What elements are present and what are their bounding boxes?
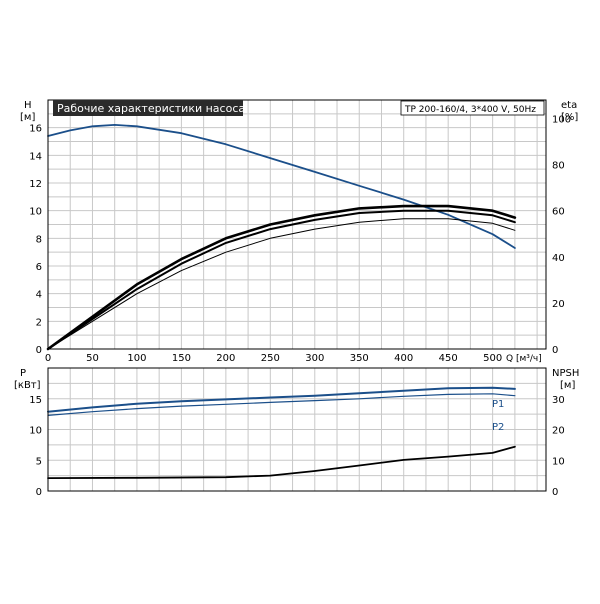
eta-tick-label: 0	[552, 345, 558, 356]
npsh-tick-label: 10	[552, 456, 565, 467]
h-tick-label: 12	[29, 179, 42, 190]
x-tick-label: 250	[261, 353, 280, 364]
p2-curve	[47, 393, 516, 416]
h-tick-label: 0	[36, 345, 42, 356]
left-axis-unit-h: [м]	[20, 112, 35, 123]
p-tick-label: 15	[29, 395, 42, 406]
x-axis-label-q: Q [м³/ч]	[506, 354, 542, 364]
right-axis-label-eta: eta	[561, 100, 577, 111]
right-axis-label-npsh: NPSH	[552, 368, 579, 379]
chart-title: Рабочие характеристики насоса	[57, 102, 245, 115]
p-tick-label: 5	[36, 456, 42, 467]
npsh-curve	[47, 445, 516, 480]
h-tick-label: 14	[29, 151, 42, 162]
h-tick-label: 16	[29, 124, 42, 135]
p1-curve	[47, 386, 516, 413]
series-label-p1: P1	[492, 399, 504, 410]
left-axis-label-p: P	[20, 368, 26, 379]
npsh-tick-label: 30	[552, 395, 565, 406]
head-curve	[47, 124, 516, 249]
npsh-tick-label: 0	[552, 487, 558, 498]
x-tick-label: 200	[216, 353, 235, 364]
x-tick-label: 350	[350, 353, 369, 364]
bottom-chart-frame	[47, 367, 547, 492]
efficiency-curve	[47, 209, 516, 350]
h-tick-label: 4	[36, 290, 42, 301]
bottom-chart-grid	[48, 368, 546, 491]
h-tick-label: 8	[36, 234, 42, 245]
p-tick-label: 10	[29, 426, 42, 437]
x-tick-label: 150	[172, 353, 191, 364]
right-axis-unit-eta: [%]	[561, 112, 578, 123]
tick-labels: 0 50 100 150 200 250 300 350 400 450 5000246810121…	[29, 114, 571, 498]
eta-tick-label: 20	[552, 299, 565, 310]
eta-tick-label: 40	[552, 253, 565, 264]
eta-tick-label: 80	[552, 161, 565, 172]
h-tick-label: 6	[36, 262, 42, 273]
h-tick-label: 10	[29, 207, 42, 218]
x-tick-label: 500	[483, 353, 502, 364]
model-label: TP 200-160/4, 3*400 V, 50Hz	[404, 105, 536, 115]
x-tick-label: 450	[439, 353, 458, 364]
model-label-box	[400, 100, 545, 116]
series-layer	[46, 124, 517, 480]
eta-tick-label: 60	[552, 207, 565, 218]
efficiency-curve	[46, 204, 517, 351]
x-tick-label: 300	[305, 353, 324, 364]
npsh-tick-label: 20	[552, 426, 565, 437]
title-box	[53, 100, 243, 116]
right-axis-unit-npsh: [м]	[560, 380, 575, 391]
top-chart-frame	[47, 99, 547, 350]
left-axis-unit-p: [кВт]	[14, 380, 41, 391]
x-tick-label: 0	[45, 353, 51, 364]
x-tick-label: 100	[127, 353, 146, 364]
efficiency-curve	[47, 218, 516, 350]
x-tick-label: 50	[86, 353, 99, 364]
series-label-p2: P2	[492, 422, 504, 433]
eta-tick-label: 100	[552, 114, 571, 125]
left-axis-label-h: H	[24, 100, 32, 111]
h-tick-label: 2	[36, 317, 42, 328]
p-tick-label: 0	[36, 487, 42, 498]
x-tick-label: 400	[394, 353, 413, 364]
